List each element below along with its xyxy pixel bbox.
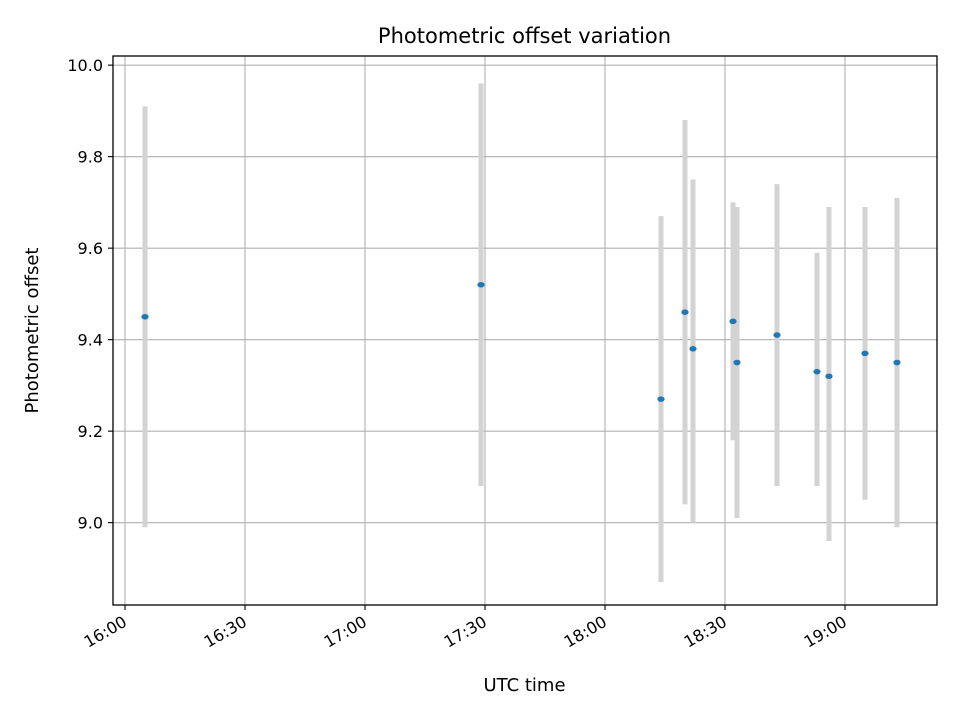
data-point [657, 396, 665, 402]
y-tick-label: 9.6 [78, 239, 103, 258]
data-point [729, 318, 737, 325]
data-point [681, 309, 689, 316]
data-point [773, 332, 781, 338]
y-tick-label: 9.8 [78, 148, 103, 167]
y-tick-label: 9.2 [78, 422, 103, 441]
y-gridlines [113, 64, 937, 524]
data-point [861, 350, 869, 357]
x-gridlines [124, 56, 846, 605]
data-point [733, 359, 741, 366]
data-point [825, 373, 833, 380]
y-axis-label: Photometric offset [22, 248, 43, 414]
data-point [689, 346, 697, 352]
data-point [477, 281, 485, 288]
y-tick-label: 9.0 [78, 514, 103, 533]
x-axis-label: UTC time [483, 675, 565, 696]
y-tick-label: 9.4 [78, 331, 103, 350]
chart-title: Photometric offset variation [378, 24, 671, 48]
data-point [141, 313, 149, 320]
y-axis-ticks: 9.0 9.2 9.4 9.6 9.8 10.0 [67, 56, 113, 533]
data-point [813, 368, 821, 375]
data-points [141, 281, 901, 402]
data-point [893, 359, 901, 366]
plot-frame [112, 55, 938, 606]
y-tick-label: 10.0 [67, 56, 103, 75]
